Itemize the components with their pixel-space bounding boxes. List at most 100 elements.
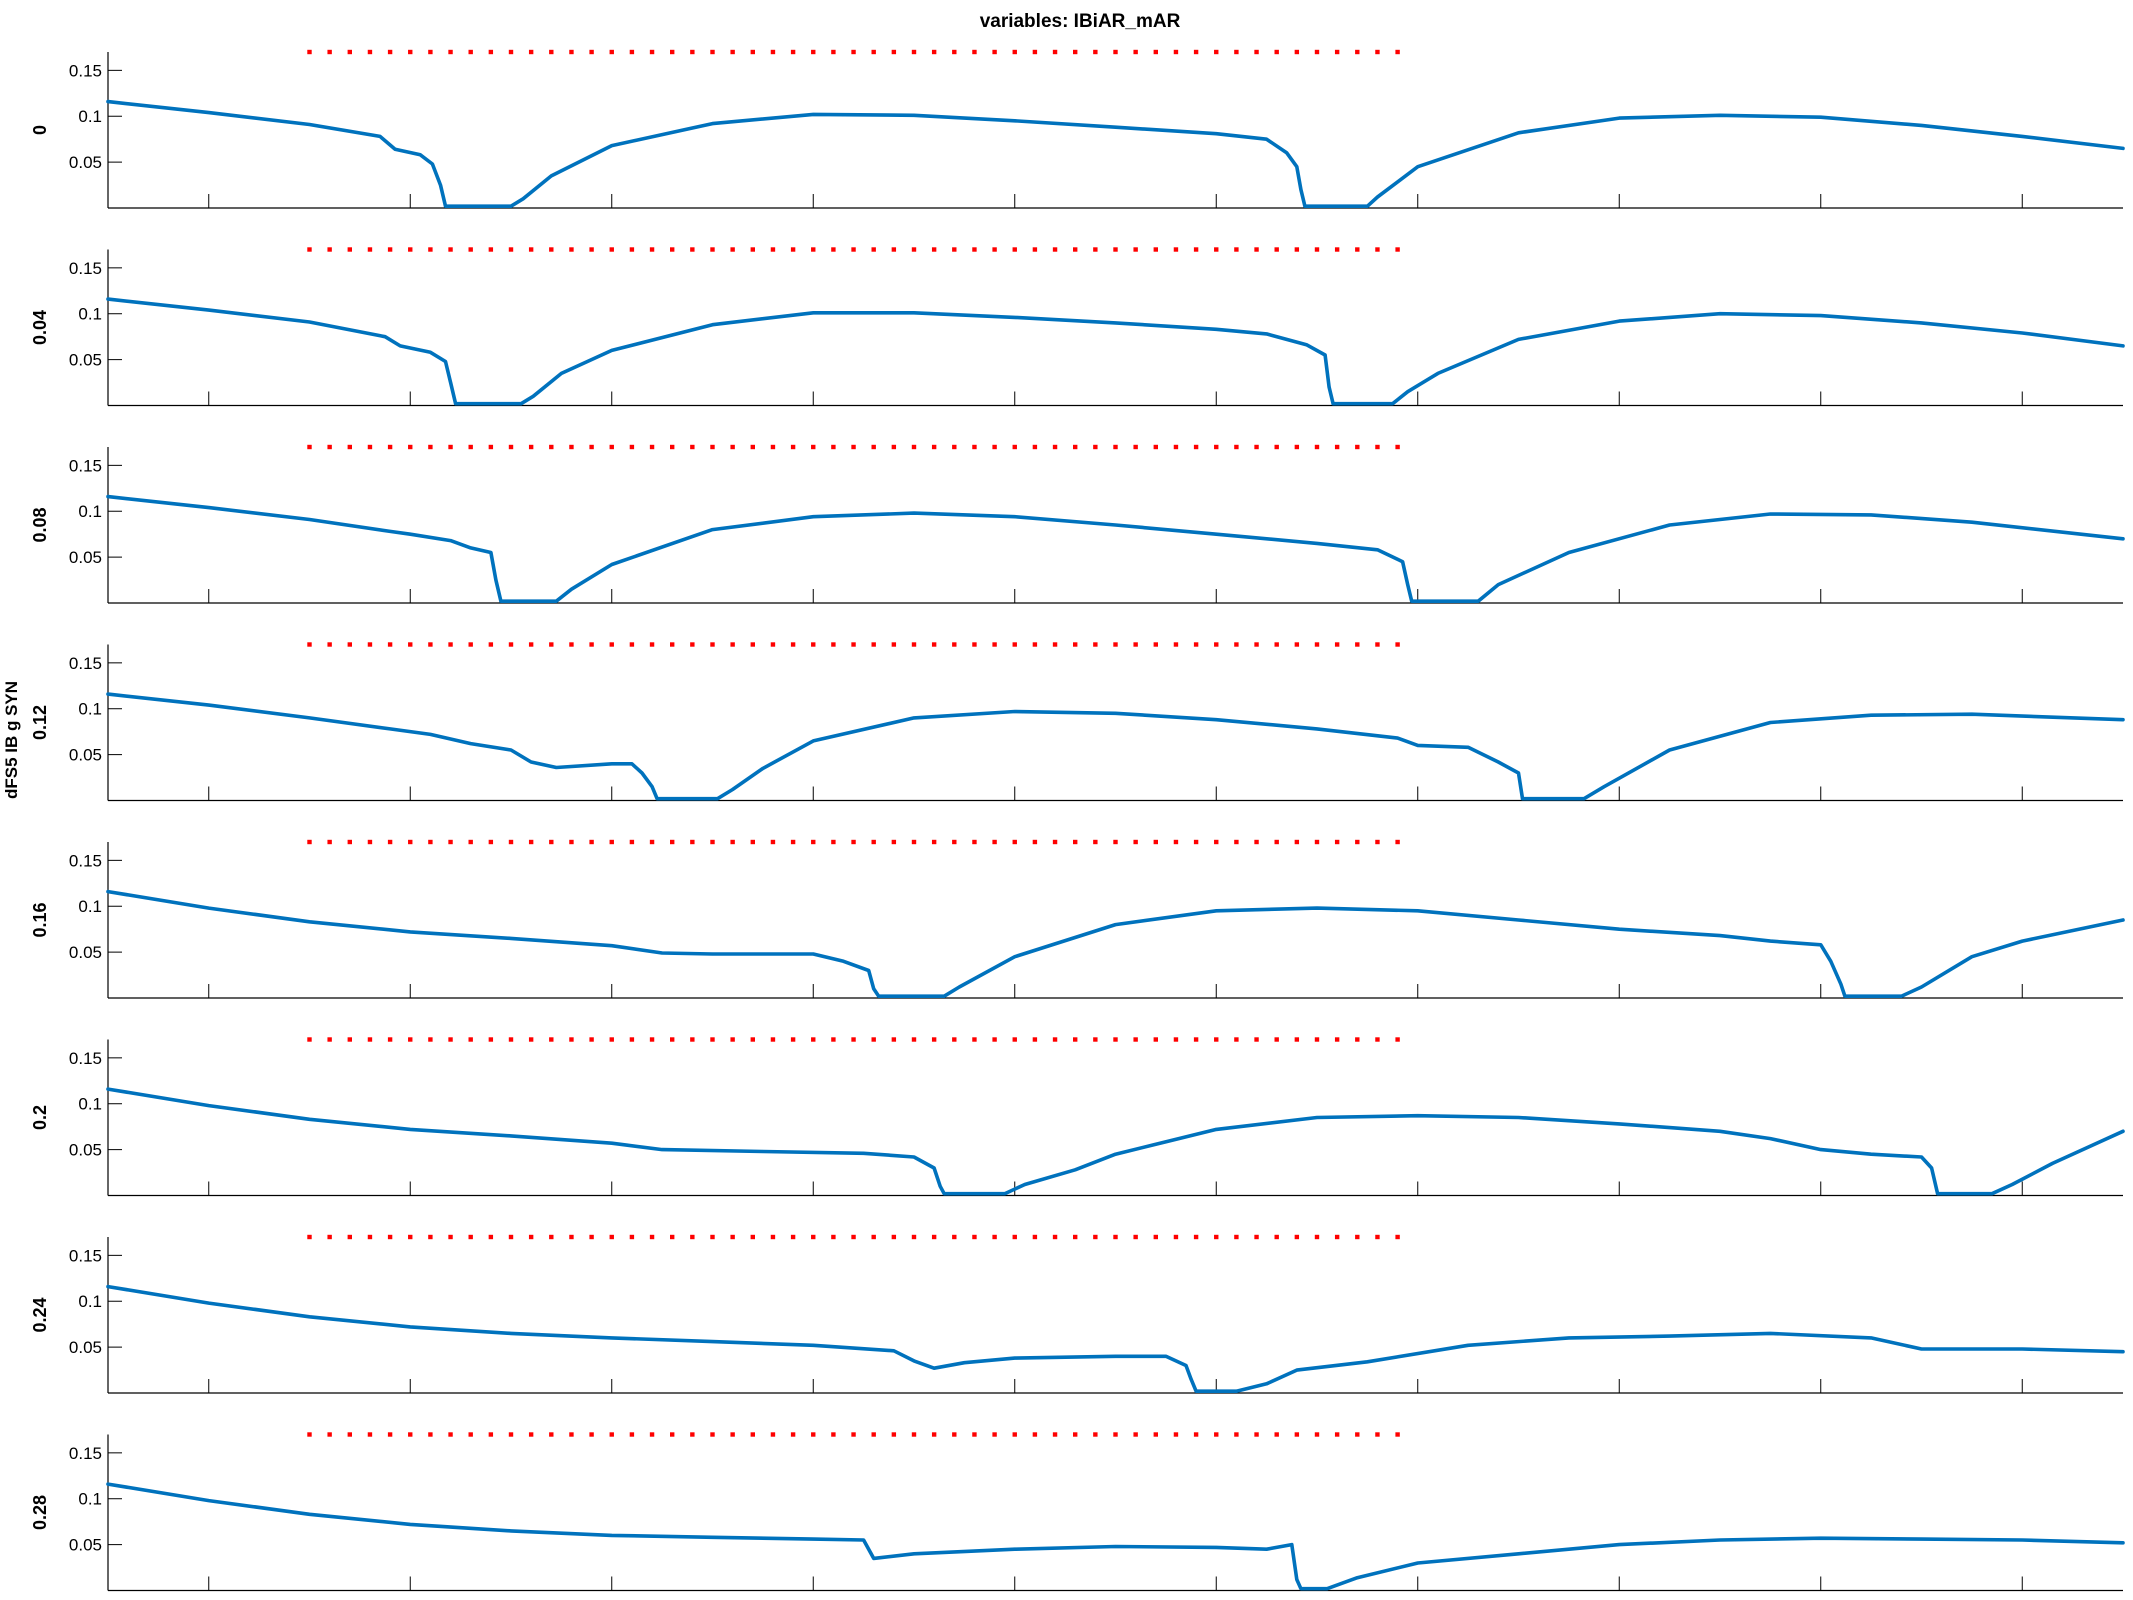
stimulus-marker [408,247,413,252]
stimulus-marker [670,1037,675,1042]
series-line [106,1482,2125,1591]
stimulus-marker [1153,1037,1158,1042]
stimulus-marker [428,49,433,55]
stimulus-marker [367,1037,373,1042]
stimulus-marker [670,247,675,252]
y-tick-label: 0.15 [69,1444,102,1463]
stimulus-marker [1254,444,1259,450]
stimulus-marker [1093,839,1098,845]
stimulus-marker [790,1234,796,1240]
stimulus-marker [367,444,373,450]
stimulus-marker [528,1432,534,1437]
stimulus-marker [1274,839,1279,845]
stimulus-marker [1314,49,1320,55]
stimulus-marker [1254,1432,1259,1437]
stimulus-marker [589,839,594,845]
y-tick-label: 0.15 [69,61,102,80]
stimulus-marker [549,247,554,252]
stimulus-marker [387,839,393,845]
stimulus-marker [488,444,494,450]
stimulus-marker [1012,1432,1017,1437]
stimulus-marker [1113,247,1118,252]
stimulus-marker [1395,1234,1400,1240]
stimulus-marker [649,1037,655,1042]
stimulus-marker [387,1432,393,1437]
y-tick-label: 0.1 [78,502,102,521]
stimulus-marker [871,1432,876,1437]
stimulus-marker [649,642,655,647]
stimulus-marker [750,444,755,450]
y-tick-label: 0.05 [69,746,102,765]
stimulus-marker [1173,247,1179,252]
stimulus-marker [367,1234,373,1240]
stimulus-marker [952,839,957,845]
stimulus-marker [1375,1037,1380,1042]
stimulus-marker [1193,444,1199,450]
stimulus-marker [609,247,614,252]
stimulus-marker [408,444,413,450]
stimulus-marker [811,1234,816,1240]
stimulus-marker [690,49,695,55]
stimulus-marker [972,1037,977,1042]
stimulus-marker [952,1234,957,1240]
stimulus-marker [649,1432,655,1437]
stimulus-marker [1073,1037,1078,1042]
y-tick-label: 0.1 [78,1292,102,1311]
stimulus-marker [488,642,494,647]
stimulus-marker [528,839,534,845]
stimulus-marker [549,1037,554,1042]
stimulus-marker [851,642,856,647]
stimulus-marker [629,1234,635,1240]
stimulus-marker [1355,247,1360,252]
stimulus-marker [549,1432,554,1437]
y-tick-label: 0.1 [78,305,102,324]
stimulus-marker [1052,1432,1058,1437]
stimulus-marker [448,1037,453,1042]
stimulus-marker [347,839,352,845]
stimulus-marker [508,1234,514,1240]
stimulus-marker [549,444,554,450]
stimulus-marker [448,1432,453,1437]
stimulus-marker [670,1432,675,1437]
stimulus-marker [750,247,755,252]
stimulus-marker [1355,444,1360,450]
stimulus-marker [891,839,897,845]
stimulus-marker [1052,444,1058,450]
stimulus-marker [1234,1234,1239,1240]
stimulus-marker [730,1037,735,1042]
stimulus-marker [1254,839,1259,845]
stimulus-marker [327,49,332,55]
stimulus-marker [569,1432,574,1437]
stimulus-marker [408,839,413,845]
stimulus-marker [1375,1234,1380,1240]
stimulus-marker [589,247,594,252]
stimulus-marker [609,1037,614,1042]
stimulus-marker [790,49,796,55]
stimulus-marker [790,1037,796,1042]
stimulus-marker [911,1037,917,1042]
stimulus-marker [730,1234,735,1240]
stimulus-marker [1314,444,1320,450]
stimulus-marker [508,49,514,55]
stimulus-marker [1032,839,1038,845]
stimulus-marker [1052,1234,1058,1240]
stimulus-marker [468,444,473,450]
stimulus-marker [488,1432,494,1437]
stimulus-marker [670,444,675,450]
stimulus-marker [1334,444,1340,450]
panel-label: 0.28 [30,1495,50,1530]
stimulus-marker [1375,49,1380,55]
stimulus-marker [1193,1432,1199,1437]
stimulus-marker [690,1234,695,1240]
stimulus-marker [1334,839,1340,845]
stimulus-marker [649,247,655,252]
stimulus-marker [1214,839,1219,845]
stimulus-marker [871,444,876,450]
stimulus-marker [1234,1432,1239,1437]
stimulus-marker [831,1037,836,1042]
stimulus-marker [1193,839,1199,845]
y-tick-label: 0.05 [69,1536,102,1555]
stimulus-marker [609,1432,614,1437]
stimulus-marker [367,642,373,647]
y-tick-label: 0.1 [78,700,102,719]
